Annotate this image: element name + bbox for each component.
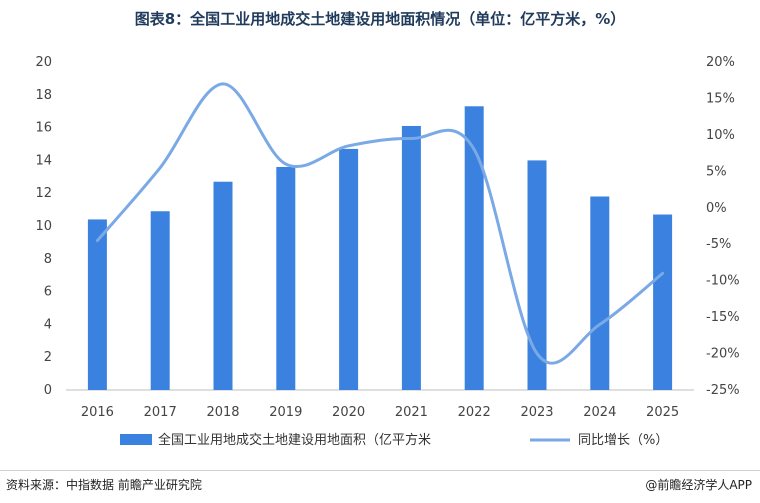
y-tick-label: 16	[35, 121, 52, 136]
legend-bar-swatch	[120, 434, 152, 445]
y-tick-label: 14	[35, 153, 52, 168]
x-tick-label: 2020	[332, 405, 365, 420]
x-tick-label: 2024	[583, 405, 616, 420]
y2-tick-label: 5%	[706, 164, 727, 179]
y2-tick-label: 20%	[706, 55, 735, 70]
x-axis: 2016 2017 2018 2019 2020 2021 2022 2023 2024 2025	[66, 389, 694, 420]
bar	[276, 166, 296, 390]
chart: 0 2 4 6 8 10 12 14 16 18 20 -25% -20% -15% -10% -5% 0% 5…	[35, 55, 740, 448]
source-note: 资料来源：中指数据 前瞻产业研究院	[6, 478, 202, 492]
bar	[213, 181, 233, 390]
x-tick-label: 2023	[520, 405, 553, 420]
x-tick-label: 2022	[458, 405, 491, 420]
bar	[87, 219, 107, 390]
y-tick-label: 12	[35, 186, 52, 201]
y2-tick-label: 0%	[706, 201, 727, 216]
y2-tick-label: -20%	[706, 347, 740, 362]
bar	[653, 214, 673, 390]
chart-title: 图表8：全国工业用地成交土地建设用地面积情况（单位：亿平方米，%）	[134, 10, 626, 28]
y-axis-left: 0 2 4 6 8 10 12 14 16 18 20	[35, 55, 52, 398]
y-tick-label: 20	[35, 55, 52, 70]
y2-tick-label: 15%	[706, 91, 735, 106]
bar	[464, 106, 484, 390]
bar	[527, 160, 547, 390]
bar	[590, 196, 610, 390]
y-tick-label: 0	[44, 383, 52, 398]
y2-tick-label: -5%	[706, 237, 731, 252]
legend-line-label: 同比增长（%）	[578, 433, 668, 448]
x-tick-label: 2025	[646, 405, 679, 420]
y-tick-label: 10	[35, 219, 52, 234]
growth-line	[95, 82, 665, 365]
y2-tick-label: -15%	[706, 310, 740, 325]
bar	[401, 125, 421, 391]
footer: 资料来源：中指数据 前瞻产业研究院 @前瞻经济学人APP	[0, 470, 760, 503]
brand-credit: @前瞻经济学人APP	[645, 478, 752, 492]
bar-series	[87, 106, 673, 391]
bar	[150, 211, 170, 390]
legend-bar-label: 全国工业用地成交土地建设用地面积（亿平方米	[158, 432, 431, 448]
y2-tick-label: -10%	[706, 274, 740, 289]
line-series	[95, 82, 665, 365]
y2-tick-label: 10%	[706, 128, 735, 143]
x-tick-label: 2019	[269, 405, 302, 420]
y-tick-label: 4	[44, 317, 52, 332]
y-axis-right: -25% -20% -15% -10% -5% 0% 5% 10% 15% 20%	[706, 55, 740, 398]
x-tick-label: 2021	[395, 405, 428, 420]
x-tick-label: 2016	[81, 405, 114, 420]
y-tick-label: 6	[44, 285, 52, 300]
legend: 全国工业用地成交土地建设用地面积（亿平方米 同比增长（%）	[120, 432, 668, 448]
y2-tick-label: -25%	[706, 383, 740, 398]
footer-divider	[0, 470, 760, 471]
y-tick-label: 18	[35, 88, 52, 103]
x-tick-label: 2017	[144, 405, 177, 420]
x-tick-label: 2018	[206, 405, 239, 420]
y-tick-label: 8	[44, 252, 52, 267]
bar	[339, 148, 359, 390]
y-tick-label: 2	[44, 350, 52, 365]
